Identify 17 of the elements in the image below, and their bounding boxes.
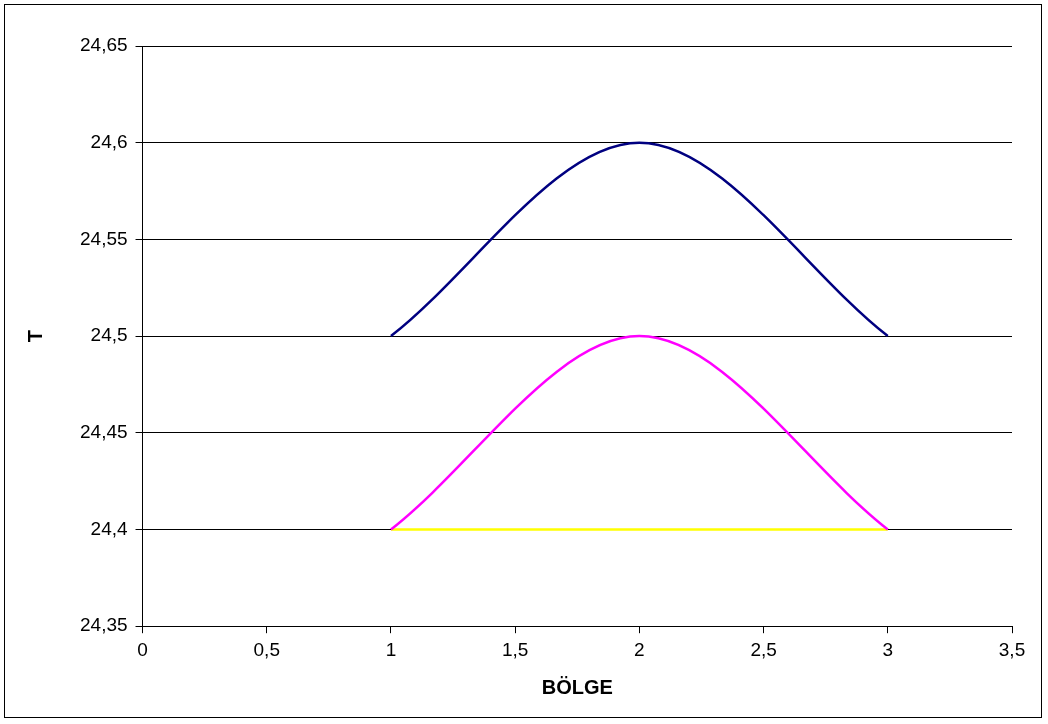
- y-tick-label: 24,35: [80, 614, 128, 636]
- y-axis-title: T: [23, 329, 46, 343]
- x-tick-label: 0: [137, 638, 148, 660]
- y-tick-label: 24,5: [90, 324, 128, 346]
- y-tick-label: 24,45: [80, 421, 128, 443]
- x-tick-label: 2,5: [750, 638, 777, 660]
- y-tick-label: 24,55: [80, 227, 128, 249]
- x-tick-label: 1: [385, 638, 397, 660]
- y-tick-label: 24,4: [90, 517, 128, 539]
- x-tick-label: 3,5: [998, 638, 1026, 660]
- x-tick-label: 2: [634, 638, 645, 660]
- y-tick-label: 24,6: [90, 130, 128, 152]
- y-tick-label: 24,65: [80, 34, 128, 56]
- x-tick-label: 1,5: [501, 638, 529, 660]
- x-tick-label: 0,5: [253, 638, 280, 660]
- x-axis-title: BÖLGE: [541, 675, 613, 698]
- x-tick-label: 3: [882, 638, 894, 660]
